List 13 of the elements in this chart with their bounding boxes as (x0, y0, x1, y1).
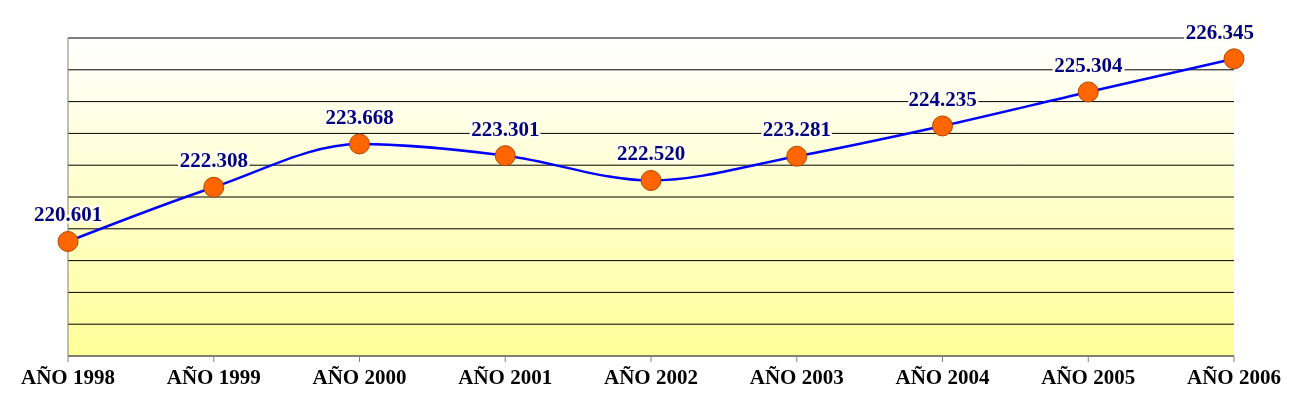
x-tick-label: AÑO 2004 (895, 365, 990, 389)
x-tick-label: AÑO 2003 (749, 365, 844, 389)
data-label: 220.601 (33, 202, 103, 227)
data-label: 222.520 (616, 141, 686, 166)
x-tick-label: AÑO 2001 (458, 365, 553, 389)
x-tick-label: AÑO 2005 (1041, 365, 1136, 389)
x-tick-label: AÑO 2002 (604, 365, 698, 389)
x-tick-label: AÑO 2000 (312, 365, 407, 389)
x-tick-label: AÑO 2006 (1187, 365, 1281, 389)
x-tick-label: AÑO 1998 (21, 365, 115, 389)
data-label: 223.668 (325, 104, 394, 129)
data-label: 226.345 (1185, 19, 1254, 44)
x-tick-label: AÑO 1999 (166, 365, 261, 389)
